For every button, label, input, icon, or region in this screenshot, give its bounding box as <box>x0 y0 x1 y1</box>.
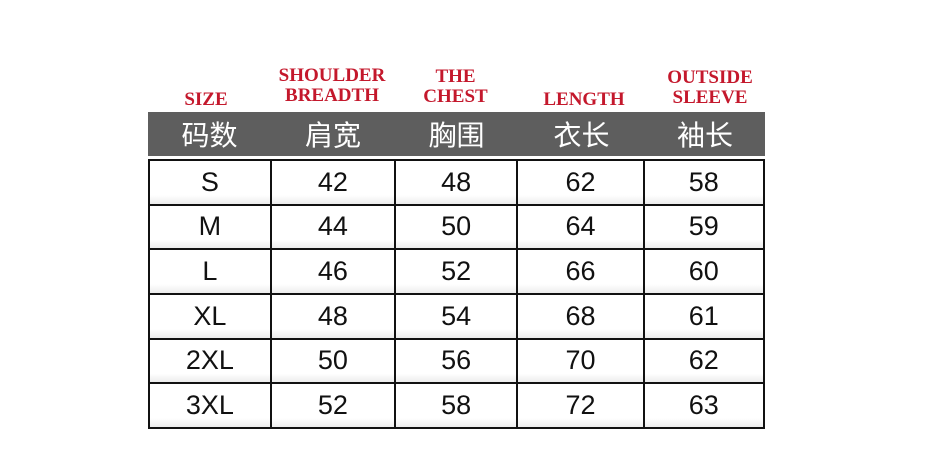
table-cell: 42 <box>269 159 396 206</box>
table-cell: 52 <box>269 382 396 429</box>
header-zh-sleeve: 袖长 <box>676 119 733 152</box>
table-cell: 46 <box>269 248 396 295</box>
table-cell: 72 <box>516 382 645 429</box>
table-cell: 70 <box>516 337 645 385</box>
table-cell: 44 <box>269 203 396 251</box>
table-cell: 60 <box>642 248 766 295</box>
header-length: LENGTH <box>543 89 625 110</box>
table-cell: 2XL <box>148 337 272 385</box>
table-cell: 58 <box>642 159 766 206</box>
table-cell: 68 <box>516 292 645 340</box>
header-shoulder: SHOULDER BREADTH <box>278 65 386 106</box>
table-row: 3XL 52 58 72 63 <box>148 382 766 429</box>
table-cell: 52 <box>393 248 519 295</box>
table-cell: 3XL <box>148 382 272 429</box>
header-sleeve: OUTSIDE SLEEVE <box>667 67 753 108</box>
table-row: M 44 50 64 59 <box>148 203 766 251</box>
header-zh-chest: 胸围 <box>428 119 485 152</box>
header-zh-length: 衣长 <box>553 119 610 152</box>
table-cell: 50 <box>393 203 519 251</box>
table-cell: 56 <box>393 337 519 385</box>
table-row: XL 48 54 68 61 <box>148 292 766 340</box>
table-cell: 62 <box>516 159 645 206</box>
chinese-header-band: 码数 肩宽 胸围 衣长 袖长 <box>148 112 765 156</box>
table-cell: 48 <box>393 159 519 206</box>
header-zh-shoulder: 肩宽 <box>304 119 361 152</box>
table-cell: 58 <box>393 382 519 429</box>
table-row: 2XL 50 56 70 62 <box>148 337 766 385</box>
table-cell: XL <box>148 292 272 340</box>
table-cell: 66 <box>516 248 645 295</box>
table-cell: S <box>148 159 272 206</box>
table-cell: M <box>148 203 272 251</box>
table-cell: 63 <box>642 382 766 429</box>
size-table: S 42 48 62 58 M 44 50 64 59 L 46 52 66 60 XL 48 54 68 61 2XL… <box>148 159 766 429</box>
table-cell: 61 <box>642 292 766 340</box>
table-cell: 50 <box>269 337 396 385</box>
table-row: S 42 48 62 58 <box>148 159 766 206</box>
table-cell: L <box>148 248 272 295</box>
table-cell: 54 <box>393 292 519 340</box>
table-cell: 64 <box>516 203 645 251</box>
table-cell: 59 <box>642 203 766 251</box>
header-zh-size: 码数 <box>181 119 238 152</box>
header-size: SIZE <box>184 89 228 110</box>
header-chest: THE CHEST <box>423 66 488 107</box>
table-row: L 46 52 66 60 <box>148 248 766 295</box>
table-cell: 62 <box>642 337 766 385</box>
table-cell: 48 <box>269 292 396 340</box>
